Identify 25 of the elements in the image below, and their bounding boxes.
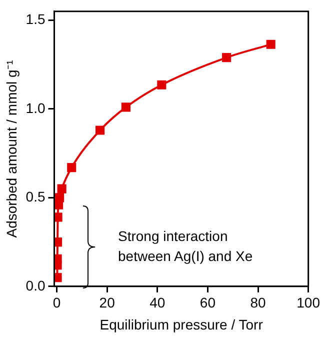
point (54, 212, 62, 222)
point (67, 162, 76, 172)
annotation: Strong interaction between Ag(I) and Xe (118, 227, 254, 266)
x-tick-label: 100 (296, 294, 320, 311)
y-tick-label: 0.0 (26, 277, 46, 294)
point (222, 52, 232, 62)
x-axis-title: Equilibrium pressure / Torr (100, 316, 264, 332)
point (54, 272, 62, 282)
y-tick-label: 0.5 (26, 188, 46, 205)
point (121, 102, 130, 112)
y-tick-label: 1.0 (26, 100, 46, 116)
point (157, 80, 166, 90)
x-tick-label: 80 (250, 294, 266, 311)
point (57, 184, 66, 194)
x-tick-label: 0 (52, 294, 61, 311)
y-axis-title: Adsorbed amount / mmol g⁻¹ (3, 60, 20, 238)
x-tick-label: 60 (200, 294, 216, 311)
x-tick-label: 20 (99, 294, 116, 311)
point (55, 193, 64, 202)
point (54, 254, 62, 264)
y-tick-label: 1.5 (26, 11, 46, 28)
point (96, 126, 105, 135)
point (266, 40, 276, 49)
x-tick-label: 40 (150, 294, 166, 311)
point (54, 238, 62, 247)
